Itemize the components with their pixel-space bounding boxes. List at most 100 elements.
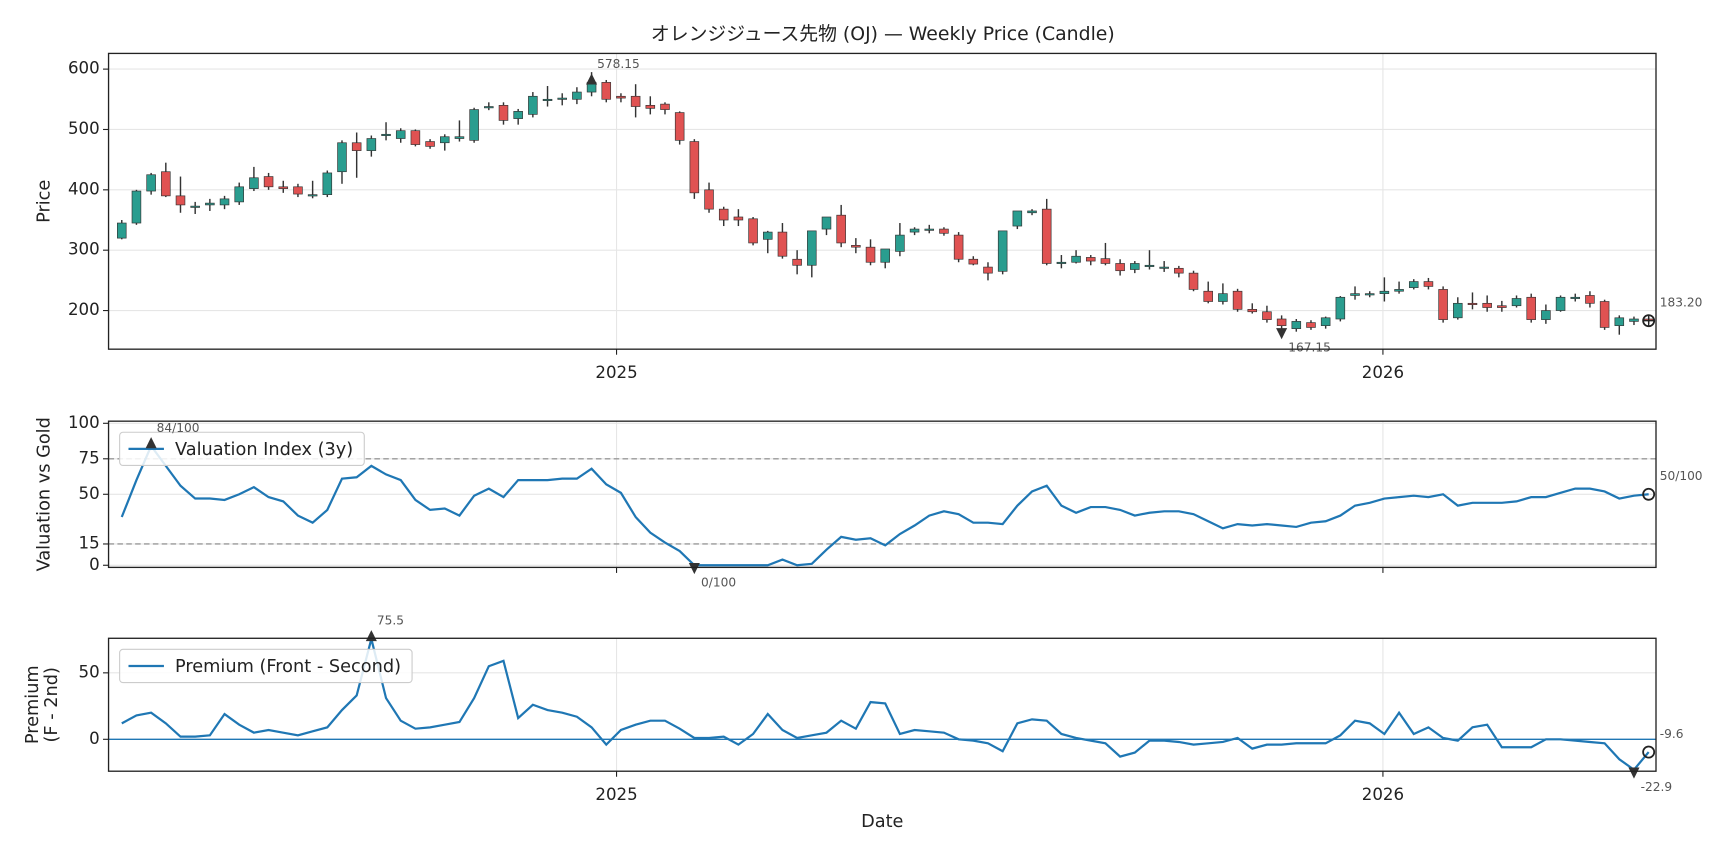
min-marker xyxy=(1628,767,1640,779)
legend-box xyxy=(119,648,413,684)
candle-body xyxy=(454,136,465,139)
y-tick-label: 100 xyxy=(68,413,100,432)
candle-body xyxy=(1423,281,1434,287)
candle-body xyxy=(498,104,509,121)
y-axis-label: (F - 2nd) xyxy=(42,667,62,742)
candle-body xyxy=(1174,267,1184,274)
candle-body xyxy=(997,230,1008,272)
y-tick-label: 0 xyxy=(89,555,100,574)
candle-body xyxy=(528,95,538,115)
candle-body xyxy=(263,176,274,188)
candle-body xyxy=(190,205,200,208)
last-marker xyxy=(1642,487,1656,501)
candle-body xyxy=(1291,321,1302,329)
candle-body xyxy=(704,189,714,210)
candle-body xyxy=(777,231,788,257)
candle-body xyxy=(351,142,362,151)
annotation-label: 578.15 xyxy=(597,57,640,71)
candle-body xyxy=(307,194,318,197)
annotation-label: 183.20 xyxy=(1660,295,1703,309)
y-tick-label: 600 xyxy=(68,59,100,78)
annotation-label: 0/100 xyxy=(701,575,736,589)
candle-body xyxy=(234,186,244,203)
candle-body xyxy=(630,95,641,107)
candle-body xyxy=(1438,289,1448,320)
legend-label: Premium (Front - Second) xyxy=(175,657,401,677)
candle-body xyxy=(381,133,391,136)
x-axis-label: Date xyxy=(861,812,903,832)
candle-body xyxy=(1570,296,1581,299)
candle-body xyxy=(1350,293,1360,296)
candle-body xyxy=(1085,257,1096,262)
candle-body xyxy=(733,216,744,221)
candle-body xyxy=(278,186,289,189)
candle-body xyxy=(1467,302,1478,305)
candle-body xyxy=(807,230,817,266)
candle-body xyxy=(792,258,802,266)
x-tick-label: 2025 xyxy=(595,785,637,804)
candle-body xyxy=(895,234,905,252)
candle-body xyxy=(513,111,523,119)
candle-body xyxy=(939,228,949,234)
candle-body xyxy=(440,136,450,144)
line-series xyxy=(120,443,1649,567)
candle-body xyxy=(851,245,861,248)
candle-body xyxy=(1614,317,1625,326)
candle-body xyxy=(1071,255,1081,263)
y-tick-label: 75 xyxy=(79,448,100,467)
candle-body xyxy=(880,248,890,263)
candle-body xyxy=(572,91,582,100)
plot-frame xyxy=(107,420,1657,569)
candle-body xyxy=(718,208,729,221)
candle-body xyxy=(1555,296,1566,311)
candle-body xyxy=(689,141,700,194)
y-tick-label: 50 xyxy=(79,484,100,503)
candle-body xyxy=(1262,311,1272,320)
legend-label: Valuation Index (3y) xyxy=(175,440,353,460)
candle-body xyxy=(293,186,303,195)
candle-body xyxy=(249,177,259,189)
plot-frame xyxy=(107,637,1657,772)
candle-body xyxy=(205,202,215,206)
candle-body xyxy=(161,171,171,197)
candle-body xyxy=(1188,272,1199,290)
candle-body xyxy=(836,214,846,244)
candle-body xyxy=(1115,263,1125,272)
candle-body xyxy=(1585,295,1595,304)
candle-body xyxy=(616,95,626,99)
candle-body xyxy=(1335,296,1346,320)
candle-body xyxy=(219,198,230,206)
y-axis-label: Price xyxy=(34,180,54,223)
candle-body xyxy=(1306,322,1316,328)
min-marker xyxy=(1276,328,1288,340)
chart-title: オレンジジュース先物 (OJ) — Weekly Price (Candle) xyxy=(651,23,1115,45)
candle-body xyxy=(1218,293,1228,302)
candle-body xyxy=(131,190,142,224)
candle-body xyxy=(557,97,567,100)
x-tick-label: 2025 xyxy=(595,363,637,382)
candle-body xyxy=(909,228,920,233)
candle-body xyxy=(1100,258,1111,264)
y-tick-label: 0 xyxy=(89,729,100,748)
candle-body xyxy=(542,98,553,101)
candle-body xyxy=(1041,208,1052,264)
candle-body xyxy=(146,174,156,192)
x-tick-label: 2026 xyxy=(1362,785,1404,804)
annotation-label: 75.5 xyxy=(377,614,404,628)
candle-body xyxy=(1364,293,1375,296)
candle-body xyxy=(1056,261,1067,264)
candle-body xyxy=(337,142,347,173)
candle-body xyxy=(968,258,979,265)
candle-body xyxy=(645,104,656,109)
candle-body xyxy=(748,218,758,244)
candle-body xyxy=(1320,317,1331,326)
candle-body xyxy=(1159,266,1169,269)
candle-body xyxy=(175,195,186,206)
candle-body xyxy=(1012,210,1023,227)
candle-body xyxy=(469,109,479,141)
candle-body xyxy=(1203,290,1213,302)
candle-body xyxy=(117,222,127,239)
candle-body xyxy=(1541,310,1551,320)
candle-body xyxy=(601,82,612,100)
